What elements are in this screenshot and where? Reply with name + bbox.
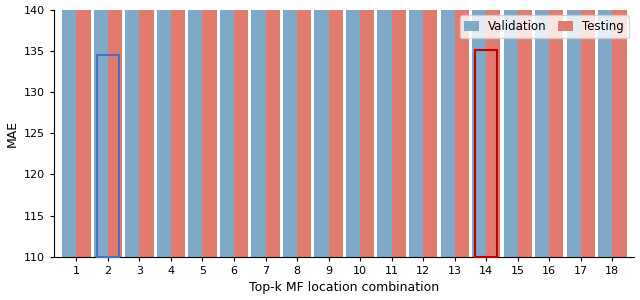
Bar: [360, 0, 374, 257]
Bar: [97, 55, 118, 257]
Bar: [378, 0, 392, 257]
Bar: [535, 0, 549, 257]
Bar: [108, 0, 122, 257]
Bar: [297, 0, 311, 257]
Bar: [392, 0, 406, 257]
Bar: [93, 0, 108, 257]
Bar: [504, 0, 518, 257]
X-axis label: Top-k MF location combination: Top-k MF location combination: [250, 281, 440, 294]
Bar: [581, 0, 595, 257]
Bar: [283, 0, 297, 257]
Bar: [62, 0, 76, 257]
Bar: [157, 0, 171, 257]
Bar: [140, 0, 154, 257]
Bar: [440, 0, 454, 257]
Bar: [566, 0, 581, 257]
Bar: [314, 0, 328, 257]
Bar: [476, 50, 497, 257]
Bar: [125, 0, 140, 257]
Bar: [266, 0, 280, 257]
Bar: [518, 0, 532, 257]
Bar: [76, 0, 90, 257]
Bar: [423, 0, 437, 257]
Bar: [486, 0, 500, 257]
Bar: [612, 0, 627, 257]
Bar: [202, 0, 217, 257]
Bar: [188, 0, 202, 257]
Bar: [252, 0, 266, 257]
Bar: [346, 0, 360, 257]
Bar: [409, 0, 423, 257]
Legend: Validation, Testing: Validation, Testing: [460, 16, 628, 38]
Bar: [454, 0, 469, 257]
Bar: [328, 0, 343, 257]
Bar: [549, 0, 563, 257]
Bar: [220, 0, 234, 257]
Bar: [472, 0, 486, 257]
Bar: [234, 0, 248, 257]
Y-axis label: MAE: MAE: [6, 120, 19, 147]
Bar: [598, 0, 612, 257]
Bar: [171, 0, 185, 257]
